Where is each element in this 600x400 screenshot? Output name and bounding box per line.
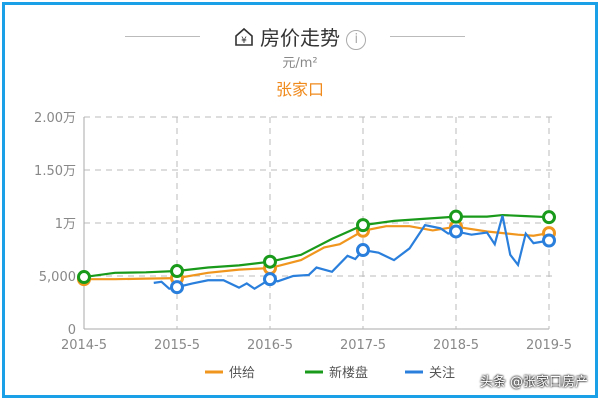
legend-label: 新楼盘 <box>329 365 368 381</box>
x-tick-label: 2016-5 <box>247 338 293 353</box>
page-title: 房价走势 <box>260 26 340 50</box>
data-point-marker <box>449 224 463 239</box>
info-icon[interactable]: i <box>346 30 367 50</box>
chart-header: ¥ 房价走势 i <box>0 22 600 51</box>
y-tick-label: 1.50万 <box>34 164 76 179</box>
data-point-marker <box>77 270 91 285</box>
y-tick-label: 2.00万 <box>34 111 76 126</box>
series-line-1 <box>83 213 550 279</box>
house-yen-icon: ¥ <box>234 27 254 47</box>
data-point-marker <box>263 272 277 287</box>
data-point-marker <box>542 210 556 225</box>
data-point-marker <box>449 209 463 224</box>
x-tick-label: 2014-5 <box>61 338 107 353</box>
title-divider-right <box>390 36 465 37</box>
legend-label: 供给 <box>229 366 255 381</box>
y-tick-label: 0 <box>68 323 76 338</box>
data-point-marker <box>356 243 370 258</box>
series-line-2 <box>153 215 550 291</box>
svg-text:¥: ¥ <box>241 36 247 46</box>
data-point-marker <box>542 233 556 248</box>
x-tick-label: 2017-5 <box>340 338 386 353</box>
y-tick-label: 5,000 <box>39 270 76 285</box>
data-point-marker <box>356 218 370 233</box>
x-tick-label: 2015-5 <box>154 338 200 353</box>
data-point-marker <box>170 264 184 279</box>
unit-label: 元/m² <box>282 56 318 71</box>
city-label: 张家口 <box>275 80 324 99</box>
x-tick-label: 2019-5 <box>526 338 572 353</box>
data-point-marker <box>170 280 184 295</box>
x-tick-label: 2018-5 <box>433 338 479 353</box>
y-tick-label: 1万 <box>55 217 76 232</box>
watermark: 头条 @张家口房产 <box>479 375 588 390</box>
data-point-marker <box>263 254 277 269</box>
legend-label: 关注 <box>429 366 455 381</box>
title-divider-left <box>125 36 200 37</box>
